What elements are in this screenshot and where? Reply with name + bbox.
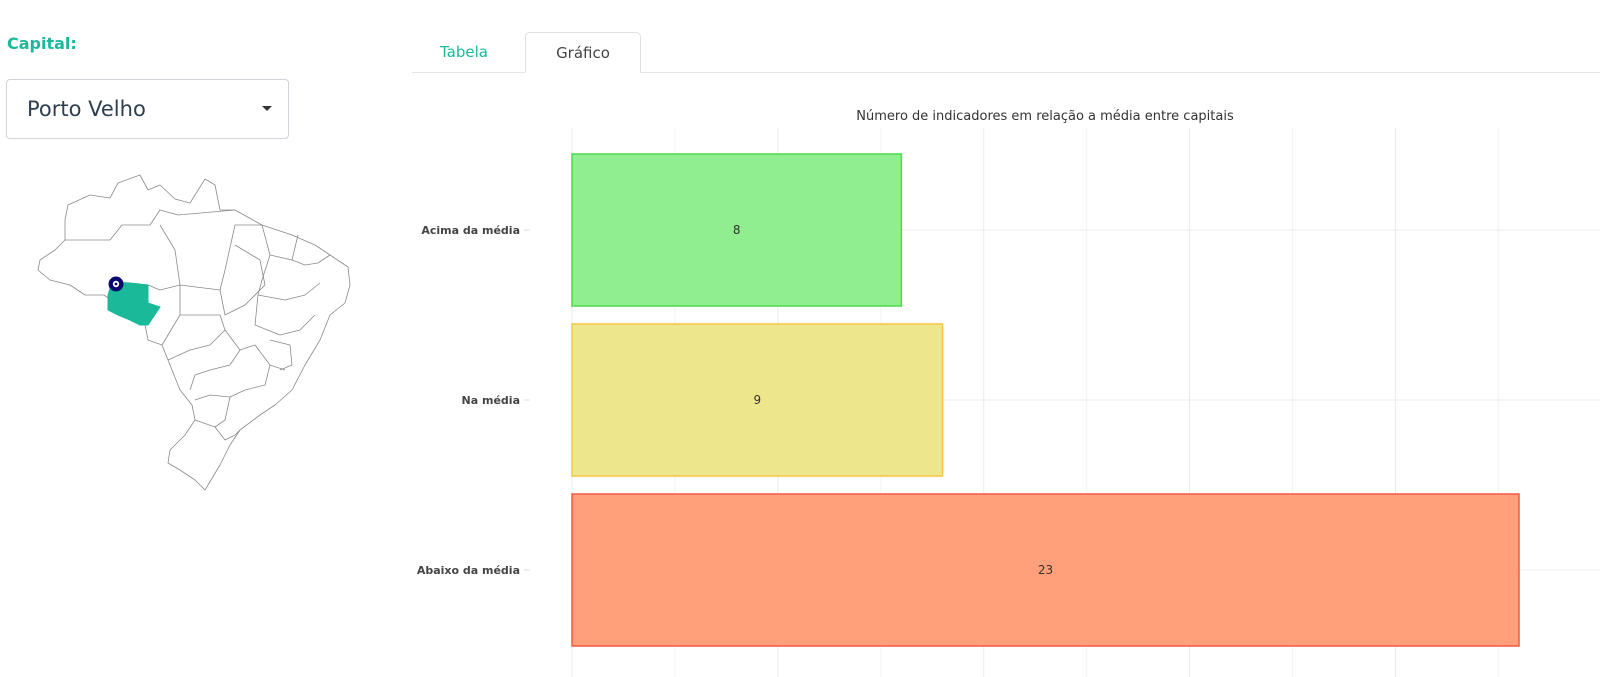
chevron-down-icon (262, 106, 272, 111)
chart-title: Número de indicadores em relação a média… (856, 109, 1234, 124)
state-line (224, 224, 262, 271)
state-line (269, 339, 293, 371)
tab-tabela[interactable]: Tabela (440, 43, 488, 61)
state-line (261, 224, 299, 261)
category-label: Abaixo da média (417, 564, 520, 577)
rondonia-state (107, 281, 161, 326)
capital-label: Capital: (7, 34, 77, 53)
category-label: Acima da média (421, 224, 520, 237)
brazil-map-svg (37, 174, 351, 491)
bar-value-label: 9 (753, 393, 761, 407)
state-line (219, 244, 266, 316)
bar-value-label: 8 (733, 223, 741, 237)
brazil-map (30, 165, 360, 505)
bar-1 (571, 323, 944, 477)
bar-0 (571, 153, 903, 307)
state-line (291, 254, 331, 266)
tab-grafico[interactable]: Gráfico (525, 32, 641, 73)
state-line (189, 349, 241, 391)
category-label: Na média (462, 394, 520, 407)
brazil-outline (37, 174, 351, 491)
state-line (65, 209, 179, 241)
porto-velho-marker (108, 276, 124, 292)
state-line (161, 285, 181, 346)
state-line (224, 329, 286, 371)
capital-select-value: Porto Velho (27, 97, 146, 121)
bar-value-label: 23 (1038, 563, 1053, 577)
capital-select[interactable]: Porto Velho (6, 79, 289, 139)
state-line (147, 284, 181, 291)
state-line (194, 396, 231, 428)
state-line (254, 294, 316, 336)
tab-bar: Tabela Gráfico (412, 32, 1600, 73)
bar-chart: Número de indicadores em relação a média… (412, 100, 1600, 677)
state-line (214, 426, 241, 441)
state-line (177, 209, 236, 216)
bar-2 (571, 493, 1520, 647)
bar-chart-svg: Número de indicadores em relação a média… (417, 109, 1600, 677)
state-line (194, 364, 271, 401)
state-line (257, 254, 321, 301)
